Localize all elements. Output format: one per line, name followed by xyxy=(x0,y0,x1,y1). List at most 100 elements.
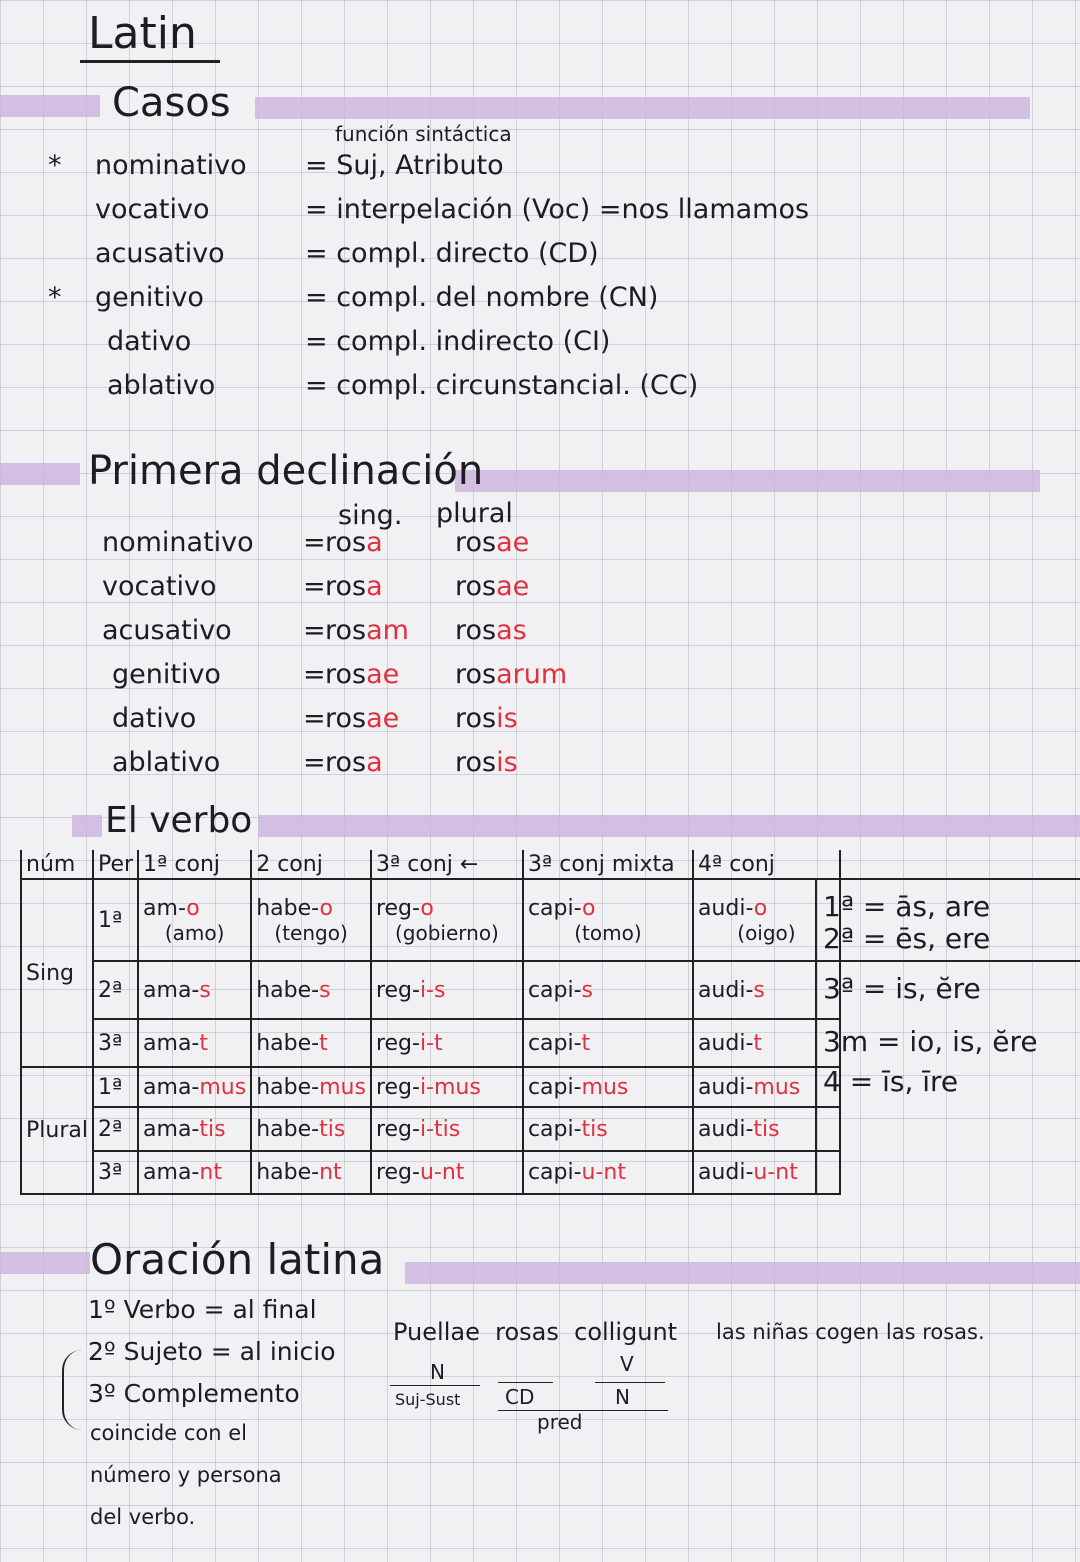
ending: o xyxy=(186,895,200,921)
stem: habe- xyxy=(256,895,320,921)
table-row: 3ª ama-nt habe-nt reg-u-nt capi-u-nt audi-u-n… xyxy=(21,1150,841,1195)
stem: habe- xyxy=(256,977,320,1003)
conjugation-cell: ama-tis xyxy=(137,1106,253,1152)
page-title: Latin xyxy=(88,8,197,59)
person-cell: 3ª xyxy=(91,1150,140,1195)
conjugation-cell: habe-t xyxy=(250,1018,372,1068)
ending: tis xyxy=(753,1116,780,1142)
case-meaning: = interpelación (Voc) =nos llamamos xyxy=(305,194,810,225)
plural-form: rosarum xyxy=(455,659,567,690)
conjugation-cell: habe-s xyxy=(250,960,372,1020)
header-cell: 3ª conj mixta xyxy=(521,850,694,880)
conjugation-cell: capi-u-nt xyxy=(521,1150,694,1195)
stem: habe- xyxy=(256,1116,320,1142)
rules-brace xyxy=(62,1350,84,1430)
conjugation-cell: habe-nt xyxy=(250,1150,372,1195)
analysis-n2: N xyxy=(615,1385,630,1409)
analysis-suj: Suj-Sust xyxy=(395,1390,461,1409)
highlight-casos xyxy=(255,97,1030,119)
side-divider xyxy=(815,878,1080,880)
case-name: genitivo xyxy=(112,659,221,690)
person-cell: 2ª xyxy=(91,1106,140,1152)
highlight-primera xyxy=(455,470,1040,492)
side-note: 3ª = is, ĕre xyxy=(823,972,981,1005)
stem: ros xyxy=(325,747,367,778)
ending: u-nt xyxy=(581,1160,626,1185)
analysis-line xyxy=(390,1385,480,1386)
verb-table: núm Per 1ª conj 2 conj 3ª conj ← 3ª conj mixt… xyxy=(20,850,841,1195)
ending: mus xyxy=(199,1074,247,1100)
ending: t xyxy=(319,1030,328,1056)
conjugation-cell: ama-mus xyxy=(137,1066,253,1108)
side-divider xyxy=(815,960,1080,962)
asterisk-mark: * xyxy=(48,150,62,181)
title-underline xyxy=(80,60,220,63)
stem: ros xyxy=(455,527,497,558)
gloss: (gobierno) xyxy=(394,920,499,945)
equals-sign: = xyxy=(303,615,326,646)
stem: ros xyxy=(455,747,497,778)
stem: ama- xyxy=(143,977,200,1003)
stem: ros xyxy=(455,571,497,602)
stem: ama- xyxy=(143,1160,200,1185)
ending: tis xyxy=(319,1116,346,1142)
ending: o xyxy=(753,895,768,921)
ending: arum xyxy=(496,659,568,690)
stem: habe- xyxy=(256,1074,320,1100)
analysis-line xyxy=(498,1382,553,1383)
case-name: vocativo xyxy=(95,194,210,225)
ending: tis xyxy=(199,1116,226,1142)
stem: capi- xyxy=(527,977,582,1003)
case-meaning: = Suj, Atributo xyxy=(305,150,504,181)
singular-form: rosa xyxy=(325,747,383,778)
ending: mus xyxy=(581,1074,629,1100)
case-name: vocativo xyxy=(102,571,217,602)
singular-form: rosa xyxy=(325,571,383,602)
plural-form: rosis xyxy=(455,703,518,734)
conjugation-cell: reg-i-tis xyxy=(369,1106,524,1152)
stem: reg- xyxy=(375,1074,420,1100)
ending: i-t xyxy=(419,1030,443,1056)
conjugation-cell: reg-i-s xyxy=(369,960,524,1020)
conjugation-cell: habe-o (tengo) xyxy=(250,878,372,962)
conjugation-cell: capi-o (tomo) xyxy=(521,878,694,962)
conjugation-cell: capi-tis xyxy=(521,1106,694,1152)
col-plural: plural xyxy=(436,498,513,529)
stem: audi- xyxy=(697,1074,754,1100)
table-row: 2ª ama-s habe-s reg-i-s capi-s audi-s xyxy=(21,960,841,1020)
stem: ama- xyxy=(143,1116,200,1142)
stem: capi- xyxy=(527,895,582,921)
conjugation-cell: reg-i-mus xyxy=(369,1066,524,1108)
translation: las niñas cogen las rosas. xyxy=(716,1320,985,1344)
ending: t xyxy=(581,1030,591,1056)
analysis-line xyxy=(595,1382,665,1383)
stem: ros xyxy=(325,571,367,602)
conjugation-cell: capi-mus xyxy=(521,1066,694,1108)
equals-sign: = xyxy=(303,747,326,778)
stem: reg- xyxy=(375,1116,420,1142)
side-note: 4 = īs, īre xyxy=(823,1065,959,1098)
ending: nt xyxy=(199,1160,222,1185)
stem: ros xyxy=(325,615,367,646)
case-name: dativo xyxy=(107,326,192,357)
ending: u-nt xyxy=(753,1160,798,1185)
rule-line: 1º Verbo = al final xyxy=(88,1295,317,1324)
table-header-row: núm Per 1ª conj 2 conj 3ª conj ← 3ª conj mixt… xyxy=(20,850,841,880)
stem: ros xyxy=(455,615,497,646)
word-object: rosas xyxy=(495,1318,559,1346)
highlight-casos xyxy=(0,95,100,117)
highlight-verbo xyxy=(72,815,102,837)
ending: o xyxy=(420,895,434,921)
stem: reg- xyxy=(375,895,421,921)
ending: a xyxy=(366,571,383,602)
gloss: (tomo) xyxy=(574,920,642,945)
ending: am xyxy=(366,615,409,646)
stem: habe- xyxy=(256,1030,320,1056)
ending: is xyxy=(496,747,518,778)
stem: reg- xyxy=(375,977,420,1003)
rule-line: coincide con el xyxy=(90,1421,247,1445)
casos-heading: Casos xyxy=(112,80,231,126)
case-meaning: = compl. directo (CD) xyxy=(305,238,599,269)
ending: ae xyxy=(496,571,530,602)
case-meaning: = compl. circunstancial. (CC) xyxy=(305,370,699,401)
